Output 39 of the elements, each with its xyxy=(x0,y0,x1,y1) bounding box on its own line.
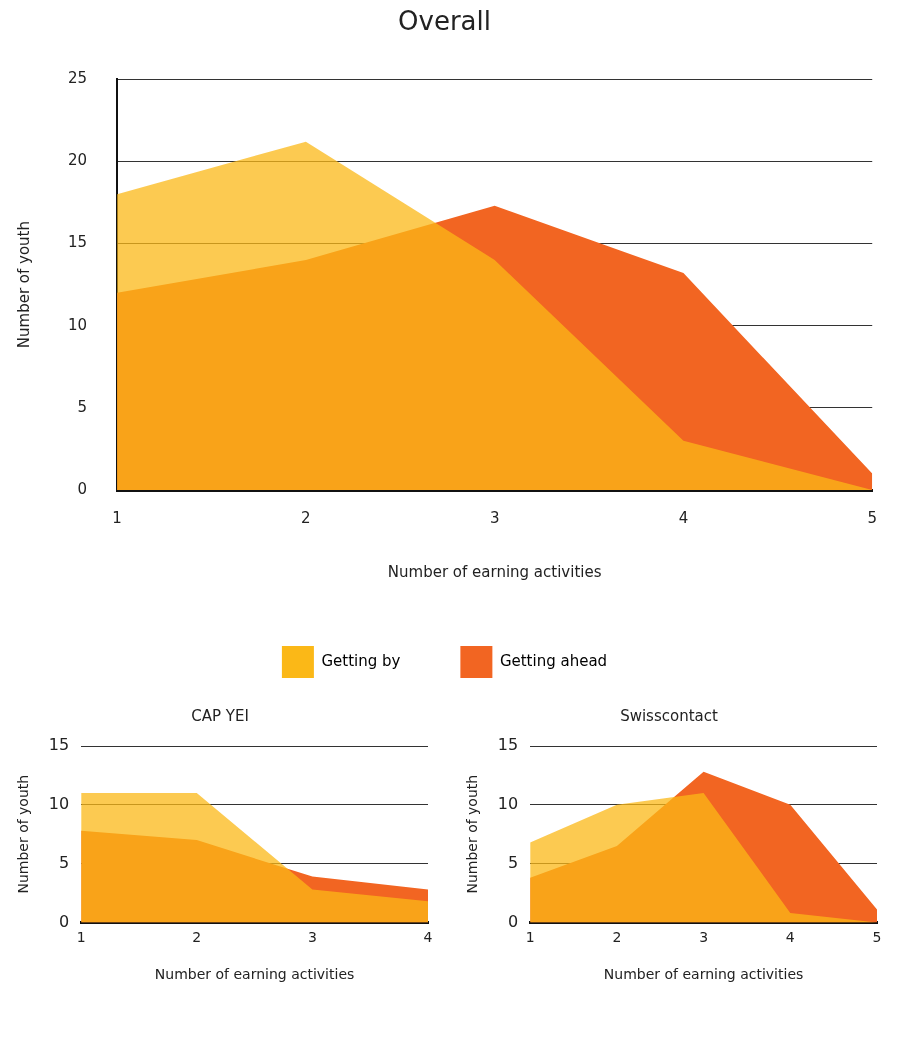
x-tick-label: 1 xyxy=(76,929,86,946)
x-tick-label: 1 xyxy=(525,929,535,946)
y-tick-label: 0 xyxy=(507,911,519,931)
y-axis-title: Number of youth xyxy=(14,221,33,349)
x-tick-label: 1 xyxy=(112,508,122,527)
legend-label: Getting ahead xyxy=(499,651,608,670)
legend-label: Getting by xyxy=(321,651,401,670)
y-tick-label: 0 xyxy=(77,479,88,498)
y-tick-label: 25 xyxy=(67,69,88,88)
x-tick-label: 2 xyxy=(612,929,622,946)
x-axis-title: Number of earning activities xyxy=(387,562,602,581)
y-tick-label: 10 xyxy=(48,793,70,813)
x-tick-label: 2 xyxy=(192,929,202,946)
y-tick-label: 15 xyxy=(67,233,88,252)
x-tick-label: 3 xyxy=(489,508,500,527)
y-axis-title: Number of youth xyxy=(464,774,481,894)
x-tick-label: 4 xyxy=(678,508,689,527)
chart-title: Swisscontact xyxy=(620,706,718,725)
x-tick-label: 3 xyxy=(307,929,317,946)
x-tick-label: 3 xyxy=(699,929,709,946)
x-tick-label: 5 xyxy=(872,929,882,946)
y-tick-label: 20 xyxy=(67,151,88,170)
y-tick-label: 15 xyxy=(48,735,70,755)
x-axis-title: Number of earning activities xyxy=(154,966,355,983)
y-tick-label: 10 xyxy=(497,793,519,813)
y-tick-label: 5 xyxy=(58,852,70,872)
x-tick-label: 4 xyxy=(423,929,433,946)
chart-title: CAP YEI xyxy=(191,706,249,725)
x-tick-label: 5 xyxy=(867,508,877,527)
y-tick-label: 5 xyxy=(507,852,519,872)
x-axis-title: Number of earning activities xyxy=(603,966,804,983)
x-tick-label: 4 xyxy=(785,929,795,946)
y-tick-label: 0 xyxy=(58,911,70,931)
y-tick-label: 15 xyxy=(497,735,519,755)
chart-title: Overall xyxy=(398,6,491,37)
y-tick-label: 5 xyxy=(77,397,88,416)
y-axis-title: Number of youth xyxy=(15,774,32,894)
x-tick-label: 2 xyxy=(301,508,311,527)
y-tick-label: 10 xyxy=(67,315,88,334)
